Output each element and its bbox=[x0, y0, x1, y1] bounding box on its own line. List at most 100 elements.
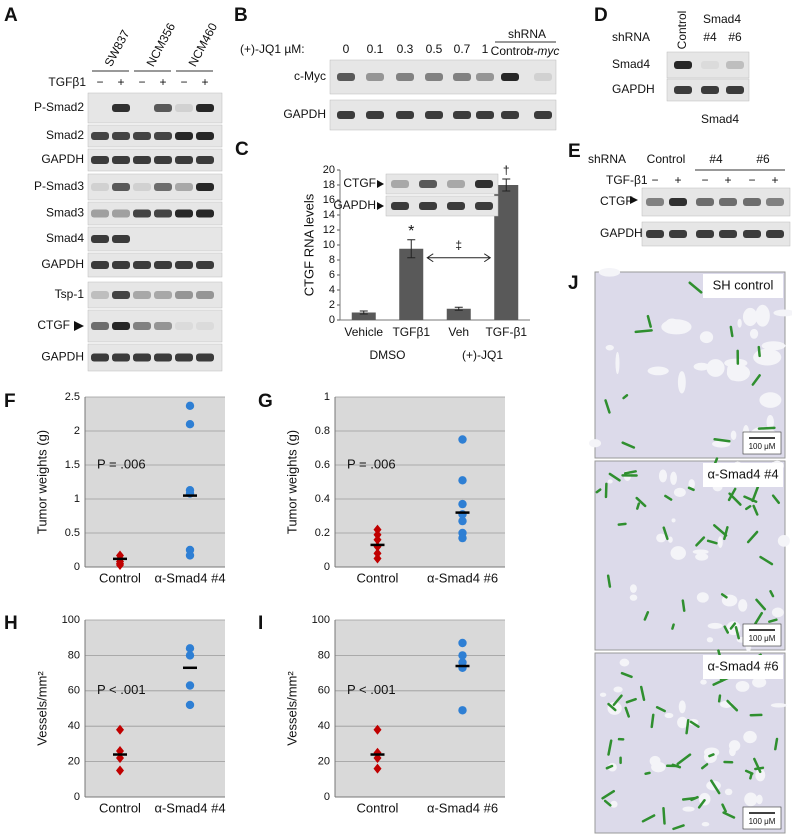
cell-line-label: SW837 bbox=[102, 27, 133, 69]
row-label: GAPDH bbox=[600, 226, 643, 240]
vessel bbox=[695, 536, 706, 547]
tissue-space bbox=[670, 471, 677, 485]
vessel bbox=[757, 426, 776, 430]
dose-label: 1 bbox=[482, 42, 489, 56]
tissue-space bbox=[658, 469, 668, 483]
vessel bbox=[726, 699, 739, 712]
blot-band bbox=[133, 132, 151, 140]
y-tick-label: 0 bbox=[324, 561, 330, 573]
treatment-label: TGFβ1 bbox=[48, 75, 86, 89]
vessel bbox=[751, 374, 761, 386]
tissue-space bbox=[700, 679, 707, 685]
blot-band bbox=[133, 209, 151, 218]
tissue-space bbox=[692, 549, 709, 555]
shrna-label: shRNA bbox=[588, 152, 626, 166]
blot-band bbox=[646, 230, 664, 238]
scale-label: 100 μM bbox=[749, 634, 776, 643]
lane-label: Control bbox=[647, 152, 686, 166]
annotation: ‡ bbox=[455, 238, 462, 252]
sign-label: + bbox=[724, 173, 731, 187]
blot-band bbox=[534, 111, 552, 119]
blot-band bbox=[91, 353, 109, 362]
vessel bbox=[605, 764, 614, 770]
y-tick-label: 16 bbox=[323, 194, 335, 206]
vessel bbox=[752, 504, 759, 516]
y-tick-label: 0 bbox=[74, 561, 80, 573]
tissue-image bbox=[594, 460, 786, 651]
y-tick-label: 20 bbox=[318, 756, 330, 768]
group-label: DMSO bbox=[370, 348, 406, 362]
row-label: CTGF bbox=[600, 194, 633, 208]
bar bbox=[399, 248, 424, 320]
y-tick-label: 1.5 bbox=[65, 459, 80, 471]
lane-label: #6 bbox=[728, 30, 742, 44]
tissue-space bbox=[773, 309, 792, 317]
lane-label: #4 bbox=[709, 152, 723, 166]
treatment-label: (+)-JQ1 µM: bbox=[240, 42, 305, 56]
vessel bbox=[604, 399, 611, 414]
blot-strip bbox=[87, 309, 223, 343]
point bbox=[373, 529, 382, 540]
tissue-space bbox=[707, 622, 723, 629]
tissue-space bbox=[629, 584, 637, 593]
vessel bbox=[727, 487, 737, 502]
panel-label: G bbox=[258, 391, 273, 412]
tissue-space bbox=[755, 304, 770, 327]
panel-label: E bbox=[568, 141, 581, 162]
blot-band bbox=[112, 291, 130, 299]
vessel bbox=[641, 814, 656, 823]
blot-band bbox=[669, 230, 687, 238]
y-tick-label: 20 bbox=[68, 756, 80, 768]
vessel bbox=[734, 626, 740, 640]
tissue-space bbox=[761, 341, 786, 351]
tissue-space bbox=[664, 318, 680, 331]
vessel bbox=[728, 492, 742, 506]
cell-line-label: NCM356 bbox=[144, 20, 179, 69]
row-label: GAPDH bbox=[41, 257, 84, 271]
blot-band bbox=[419, 202, 437, 210]
point bbox=[373, 553, 382, 564]
blot-band bbox=[743, 198, 761, 206]
sign-label: − bbox=[96, 75, 103, 89]
tissue-space bbox=[738, 599, 748, 612]
blot-band bbox=[91, 156, 109, 164]
blot-band bbox=[175, 291, 193, 299]
y-axis-label: Tumor weights (g) bbox=[284, 430, 299, 534]
panel-label: D bbox=[594, 5, 608, 26]
blot-band bbox=[133, 322, 151, 330]
sign-label: + bbox=[201, 75, 208, 89]
tissue-space bbox=[610, 800, 618, 808]
y-tick-label: 0 bbox=[329, 314, 335, 326]
vessel bbox=[744, 769, 754, 775]
tissue-space bbox=[651, 761, 666, 773]
blot-band bbox=[476, 73, 494, 81]
x-tick-label: TGF-β1 bbox=[485, 325, 527, 339]
vessel bbox=[644, 771, 651, 775]
point bbox=[116, 765, 124, 776]
vessel bbox=[745, 505, 752, 511]
blot-band bbox=[425, 111, 443, 119]
tissue-space bbox=[730, 430, 737, 441]
dose-label: 0.5 bbox=[426, 42, 443, 56]
scale-label: 100 μM bbox=[749, 442, 776, 451]
row-label: GAPDH bbox=[41, 350, 84, 364]
band-arrow bbox=[74, 321, 84, 331]
band-arrow bbox=[377, 202, 384, 210]
tissue-space bbox=[771, 607, 784, 618]
y-axis-label: Tumor weights (g) bbox=[34, 430, 49, 534]
vessel bbox=[700, 763, 709, 770]
point bbox=[185, 420, 195, 429]
shrna-label: shRNA bbox=[508, 27, 546, 41]
vessel bbox=[710, 779, 721, 795]
row-label: CTGF bbox=[343, 176, 376, 190]
vessel bbox=[601, 789, 616, 800]
x-tick-label: Vehicle bbox=[344, 325, 383, 339]
row-label: GAPDH bbox=[283, 107, 326, 121]
tissue-space bbox=[678, 700, 686, 714]
point bbox=[373, 763, 382, 774]
tissue-space bbox=[629, 594, 638, 601]
tissue-space bbox=[668, 536, 673, 543]
blot-band bbox=[112, 156, 130, 164]
point bbox=[373, 524, 382, 535]
vessel bbox=[635, 496, 647, 508]
